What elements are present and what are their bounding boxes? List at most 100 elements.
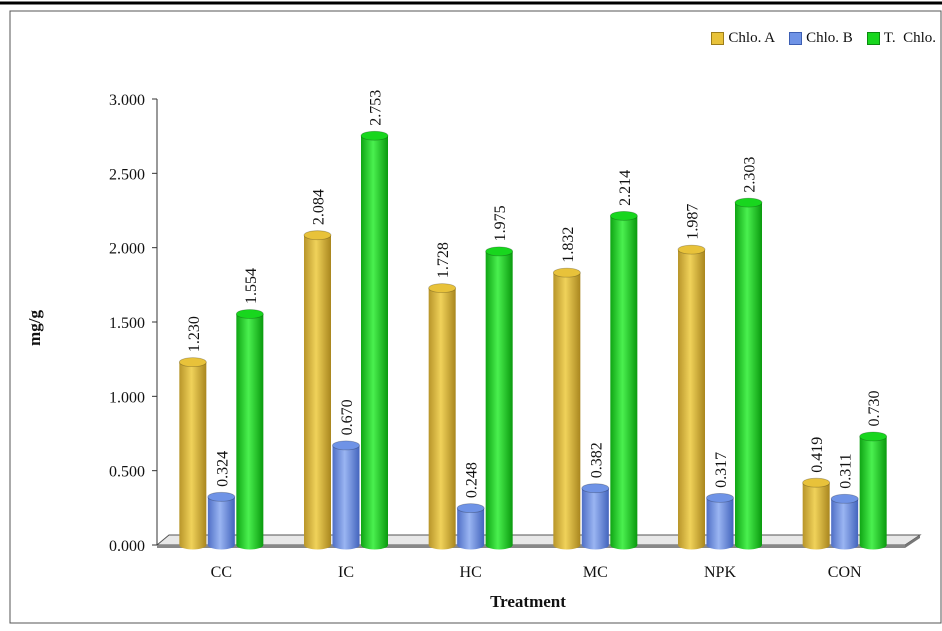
bar-0-0 (179, 362, 207, 545)
y-tick-label: 1.000 (109, 389, 145, 406)
bar-base-5-2 (859, 540, 887, 550)
data-label-3-2: 2.214 (617, 170, 634, 206)
bar-base-3-2 (610, 540, 638, 550)
bar-5-2 (859, 436, 887, 545)
bar-cap-3-0 (552, 267, 581, 278)
y-tick-label: 2.500 (109, 166, 145, 183)
bar-cap-4-2 (734, 197, 763, 208)
bar-base-1-2 (361, 540, 388, 550)
y-tick-label: 3.000 (109, 92, 145, 109)
bar-cap-2-2 (485, 246, 514, 257)
x-tick-label: HC (460, 564, 482, 581)
data-label-3-1: 0.382 (588, 442, 605, 478)
y-tick-label: 1.500 (109, 315, 145, 332)
data-label-0-2: 1.554 (243, 268, 260, 304)
legend-swatch-chlo-b (789, 32, 803, 45)
bar-base-0-1 (207, 540, 235, 550)
bar-1-2 (361, 135, 388, 545)
bar-cap-0-1 (207, 491, 236, 502)
legend-item-t-chlo: T. Chlo. (866, 30, 936, 47)
data-label-5-0: 0.419 (809, 437, 826, 473)
bar-4-1 (706, 497, 734, 545)
chart-border (9, 10, 942, 624)
bar-4-2 (735, 202, 762, 545)
x-tick-label: MC (583, 564, 608, 581)
bar-5-0 (802, 482, 830, 545)
bar-3-2 (610, 215, 638, 546)
data-label-2-1: 0.248 (464, 462, 481, 498)
bar-cap-2-1 (456, 503, 485, 514)
data-label-1-1: 0.670 (339, 399, 356, 435)
bar-base-4-0 (678, 540, 705, 550)
data-label-3-0: 1.832 (560, 227, 577, 263)
legend-label-chlo-a: Chlo. A (728, 30, 776, 46)
bar-2-0 (428, 288, 456, 545)
bar-cap-5-1 (830, 493, 859, 504)
bar-cap-5-2 (859, 431, 888, 442)
bar-cap-3-1 (581, 483, 610, 494)
x-tick-label: IC (338, 564, 354, 581)
legend-label-t-chlo: T. Chlo. (883, 30, 936, 46)
bar-base-5-1 (831, 540, 859, 550)
data-label-5-1: 0.311 (838, 453, 855, 488)
x-tick-label: CON (828, 564, 862, 581)
bar-base-4-2 (735, 540, 762, 550)
bar-3-0 (553, 272, 581, 545)
bar-2-1 (457, 508, 485, 545)
data-label-5-2: 0.730 (866, 390, 883, 426)
bar-2-2 (485, 251, 513, 545)
data-label-2-0: 1.728 (435, 242, 452, 278)
bar-cap-5-0 (802, 477, 831, 488)
x-axis-title: Treatment (490, 592, 566, 611)
bar-0-1 (207, 496, 235, 545)
bar-base-0-0 (179, 540, 207, 550)
bar-cap-4-0 (677, 244, 706, 255)
floor-front (157, 545, 905, 548)
bar-cap-3-2 (609, 210, 638, 221)
y-tick-label: 2.000 (109, 241, 145, 258)
bar-cap-1-2 (360, 130, 389, 141)
legend-label-chlo-b: Chlo. B (806, 30, 853, 46)
bar-cap-0-0 (178, 357, 207, 368)
bar-5-1 (831, 498, 859, 545)
bar-base-4-1 (706, 540, 734, 550)
bar-base-3-1 (581, 540, 609, 550)
y-tick-label: 0.500 (109, 464, 145, 481)
legend-item-chlo-b: Chlo. B (789, 30, 853, 47)
bar-1-0 (304, 235, 331, 546)
data-label-4-1: 0.317 (713, 452, 730, 488)
legend-swatch-t-chlo (866, 32, 880, 45)
bar-base-0-2 (236, 540, 264, 550)
bar-cap-4-1 (706, 492, 734, 503)
bar-base-5-0 (802, 540, 830, 550)
data-label-2-2: 1.975 (492, 205, 509, 241)
y-axis-title: mg/g (25, 310, 44, 346)
bar-0-2 (236, 313, 264, 545)
bar-cap-0-2 (235, 309, 264, 319)
bar-base-3-0 (553, 540, 581, 550)
bar-1-1 (332, 445, 360, 545)
data-label-0-0: 1.230 (186, 316, 203, 352)
bar-base-2-1 (457, 540, 485, 550)
bar-base-2-0 (428, 540, 456, 550)
legend-item-chlo-a: Chlo. A (711, 30, 775, 47)
bar-base-1-0 (304, 540, 331, 550)
data-label-4-2: 2.303 (742, 157, 759, 193)
bar-cap-2-0 (428, 283, 457, 294)
bar-base-2-2 (485, 540, 513, 550)
data-label-4-0: 1.987 (685, 204, 702, 240)
data-label-0-1: 0.324 (214, 451, 231, 487)
data-label-1-2: 2.753 (368, 90, 385, 126)
bar-cap-1-0 (303, 230, 332, 241)
x-tick-label: CC (211, 564, 232, 581)
data-label-1-0: 2.084 (311, 189, 328, 225)
x-tick-label: NPK (704, 564, 736, 581)
bar-4-0 (678, 249, 705, 545)
legend: Chlo. A Chlo. B T. Chlo. (711, 30, 936, 47)
legend-swatch-chlo-a (711, 32, 725, 45)
bar-3-1 (581, 488, 609, 545)
y-tick-label: 0.000 (109, 538, 145, 555)
bar-cap-1-1 (332, 440, 360, 451)
